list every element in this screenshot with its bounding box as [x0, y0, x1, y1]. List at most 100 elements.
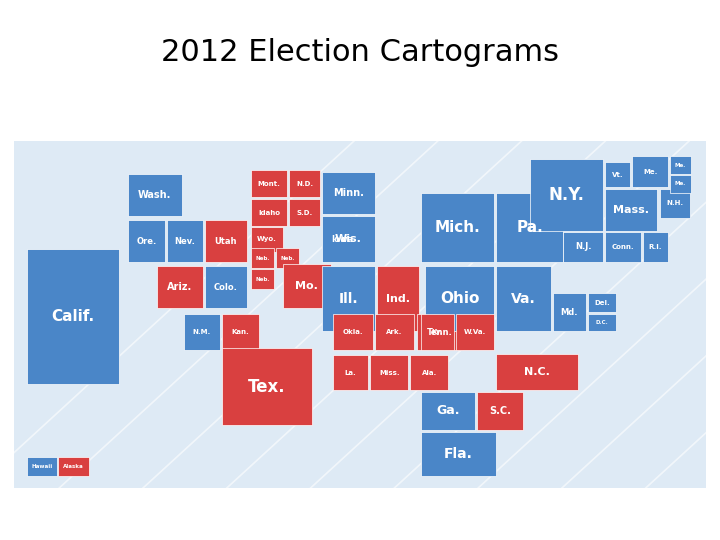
Bar	[27, 249, 119, 383]
Bar	[323, 216, 374, 262]
Bar	[496, 354, 578, 390]
Text: Me.: Me.	[643, 169, 657, 175]
Bar	[157, 266, 203, 308]
Bar	[251, 170, 287, 197]
Bar	[410, 355, 448, 390]
Text: 2012 Election Cartograms: 2012 Election Cartograms	[161, 38, 559, 67]
Text: S.D.: S.D.	[297, 210, 312, 216]
Bar	[420, 431, 496, 476]
Bar	[377, 266, 418, 331]
Bar	[282, 264, 330, 308]
Bar	[127, 220, 165, 262]
Text: Vt.: Vt.	[612, 172, 624, 178]
Bar	[605, 232, 641, 262]
Bar	[251, 227, 282, 252]
Text: R.I.: R.I.	[649, 244, 662, 250]
Text: S.C.: S.C.	[490, 406, 511, 416]
Text: Ariz.: Ariz.	[167, 282, 192, 292]
Text: Ore.: Ore.	[136, 237, 156, 246]
Text: Me.: Me.	[675, 181, 686, 186]
Bar	[496, 193, 563, 262]
Bar	[27, 457, 57, 476]
Text: Minn.: Minn.	[333, 188, 364, 198]
Bar	[660, 189, 690, 218]
Text: Wash.: Wash.	[138, 190, 171, 200]
Bar	[670, 156, 691, 174]
Text: N.D.: N.D.	[296, 180, 313, 186]
Text: Ohio: Ohio	[440, 291, 480, 306]
Bar	[425, 266, 494, 331]
Bar	[563, 232, 603, 262]
Bar	[420, 392, 475, 430]
Bar	[127, 174, 182, 216]
Bar	[477, 392, 523, 430]
Bar	[333, 355, 369, 390]
Text: Alaska: Alaska	[63, 464, 84, 469]
Bar	[289, 199, 320, 226]
Text: N.C.: N.C.	[524, 367, 550, 377]
Bar	[222, 348, 312, 426]
Text: Ky.: Ky.	[432, 329, 444, 335]
Bar	[184, 314, 220, 350]
Text: Ark.: Ark.	[387, 329, 402, 335]
Bar	[670, 175, 691, 193]
Bar	[456, 314, 494, 350]
Bar	[205, 266, 247, 308]
Bar	[643, 232, 668, 262]
Text: Wis.: Wis.	[335, 234, 362, 244]
Bar	[289, 170, 320, 197]
Text: Fla.: Fla.	[444, 447, 473, 461]
Bar	[251, 269, 274, 289]
Text: Ga.: Ga.	[436, 404, 460, 417]
Bar	[588, 314, 616, 331]
Text: Utah: Utah	[215, 237, 237, 246]
Text: Conn.: Conn.	[611, 244, 634, 250]
Text: Colo.: Colo.	[214, 282, 238, 292]
Text: W.Va.: W.Va.	[464, 329, 486, 335]
Text: Mich.: Mich.	[435, 220, 480, 235]
Bar	[420, 314, 454, 350]
Text: Kan.: Kan.	[232, 329, 250, 335]
Text: Md.: Md.	[561, 308, 578, 317]
Text: Mo.: Mo.	[295, 281, 318, 291]
Text: Me.: Me.	[675, 163, 686, 167]
Bar	[333, 314, 372, 350]
Text: La.: La.	[345, 370, 356, 376]
Bar	[323, 266, 374, 331]
Text: Ind.: Ind.	[386, 294, 410, 303]
Text: N.Y.: N.Y.	[549, 186, 585, 204]
Bar	[420, 193, 494, 262]
Text: Tex.: Tex.	[248, 377, 286, 396]
Bar	[205, 220, 247, 262]
Text: D.C.: D.C.	[595, 320, 608, 325]
Text: Mont.: Mont.	[258, 180, 280, 186]
Bar	[167, 220, 203, 262]
Bar	[496, 266, 551, 331]
Text: N.M.: N.M.	[193, 329, 211, 335]
Text: Idaho: Idaho	[258, 210, 280, 216]
Text: Calif.: Calif.	[52, 309, 94, 324]
Text: Iowa: Iowa	[331, 234, 354, 244]
Text: Mass.: Mass.	[613, 205, 649, 215]
Bar	[371, 355, 408, 390]
Text: Ala.: Ala.	[421, 370, 437, 376]
Text: Va.: Va.	[511, 292, 536, 306]
Bar	[605, 189, 657, 231]
Bar	[276, 248, 300, 268]
Text: Neb.: Neb.	[256, 276, 270, 282]
Text: Hawaii: Hawaii	[32, 464, 53, 469]
Bar	[530, 159, 603, 231]
Bar	[417, 314, 463, 350]
Bar	[58, 457, 89, 476]
Bar	[374, 314, 415, 350]
Text: Okla.: Okla.	[342, 329, 363, 335]
Bar	[323, 172, 374, 214]
Text: Pa.: Pa.	[516, 220, 543, 235]
Text: Wyo.: Wyo.	[257, 237, 276, 242]
Bar	[632, 156, 668, 187]
Text: Ill.: Ill.	[338, 292, 359, 306]
Bar	[251, 199, 287, 226]
Text: Neb.: Neb.	[256, 256, 270, 261]
Text: N.H.: N.H.	[666, 200, 683, 206]
Bar	[588, 293, 616, 312]
